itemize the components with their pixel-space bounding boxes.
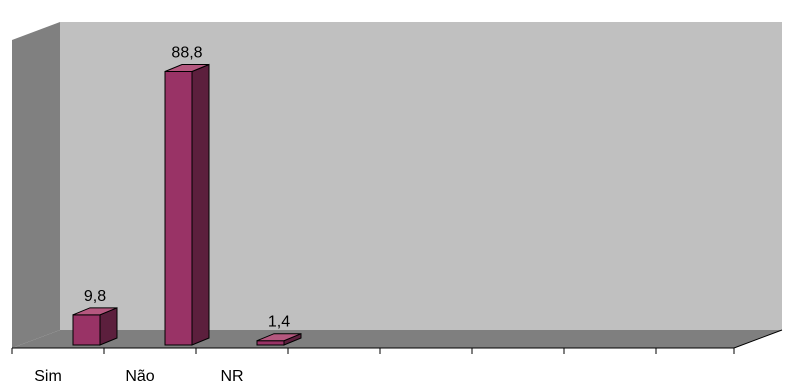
bar-top (164, 63, 210, 72)
back-wall (60, 22, 782, 330)
x-axis-ticks (11, 348, 735, 354)
bar-side (191, 63, 210, 346)
bar-nr (256, 332, 302, 346)
floor-edge (733, 329, 783, 349)
bars (72, 63, 302, 346)
side-wall (12, 22, 60, 348)
bar-front (164, 70, 193, 346)
x-axis-tick-labels: Sim Não NR (34, 368, 243, 385)
data-label: 9,8 (84, 288, 106, 305)
data-labels: 9,8 88,8 1,4 (84, 44, 290, 330)
bar-nao (164, 63, 210, 346)
data-label: 1,4 (268, 314, 290, 331)
bar-sim (72, 307, 118, 346)
bar-top (72, 307, 118, 316)
x-tick-label: NR (220, 368, 243, 385)
floor (12, 330, 782, 348)
bar-front (256, 340, 285, 346)
x-tick-label: Não (125, 368, 154, 385)
x-tick-label: Sim (34, 368, 62, 385)
bar-top (256, 333, 302, 342)
data-label: 88,8 (171, 44, 202, 61)
bar-front (72, 314, 101, 346)
